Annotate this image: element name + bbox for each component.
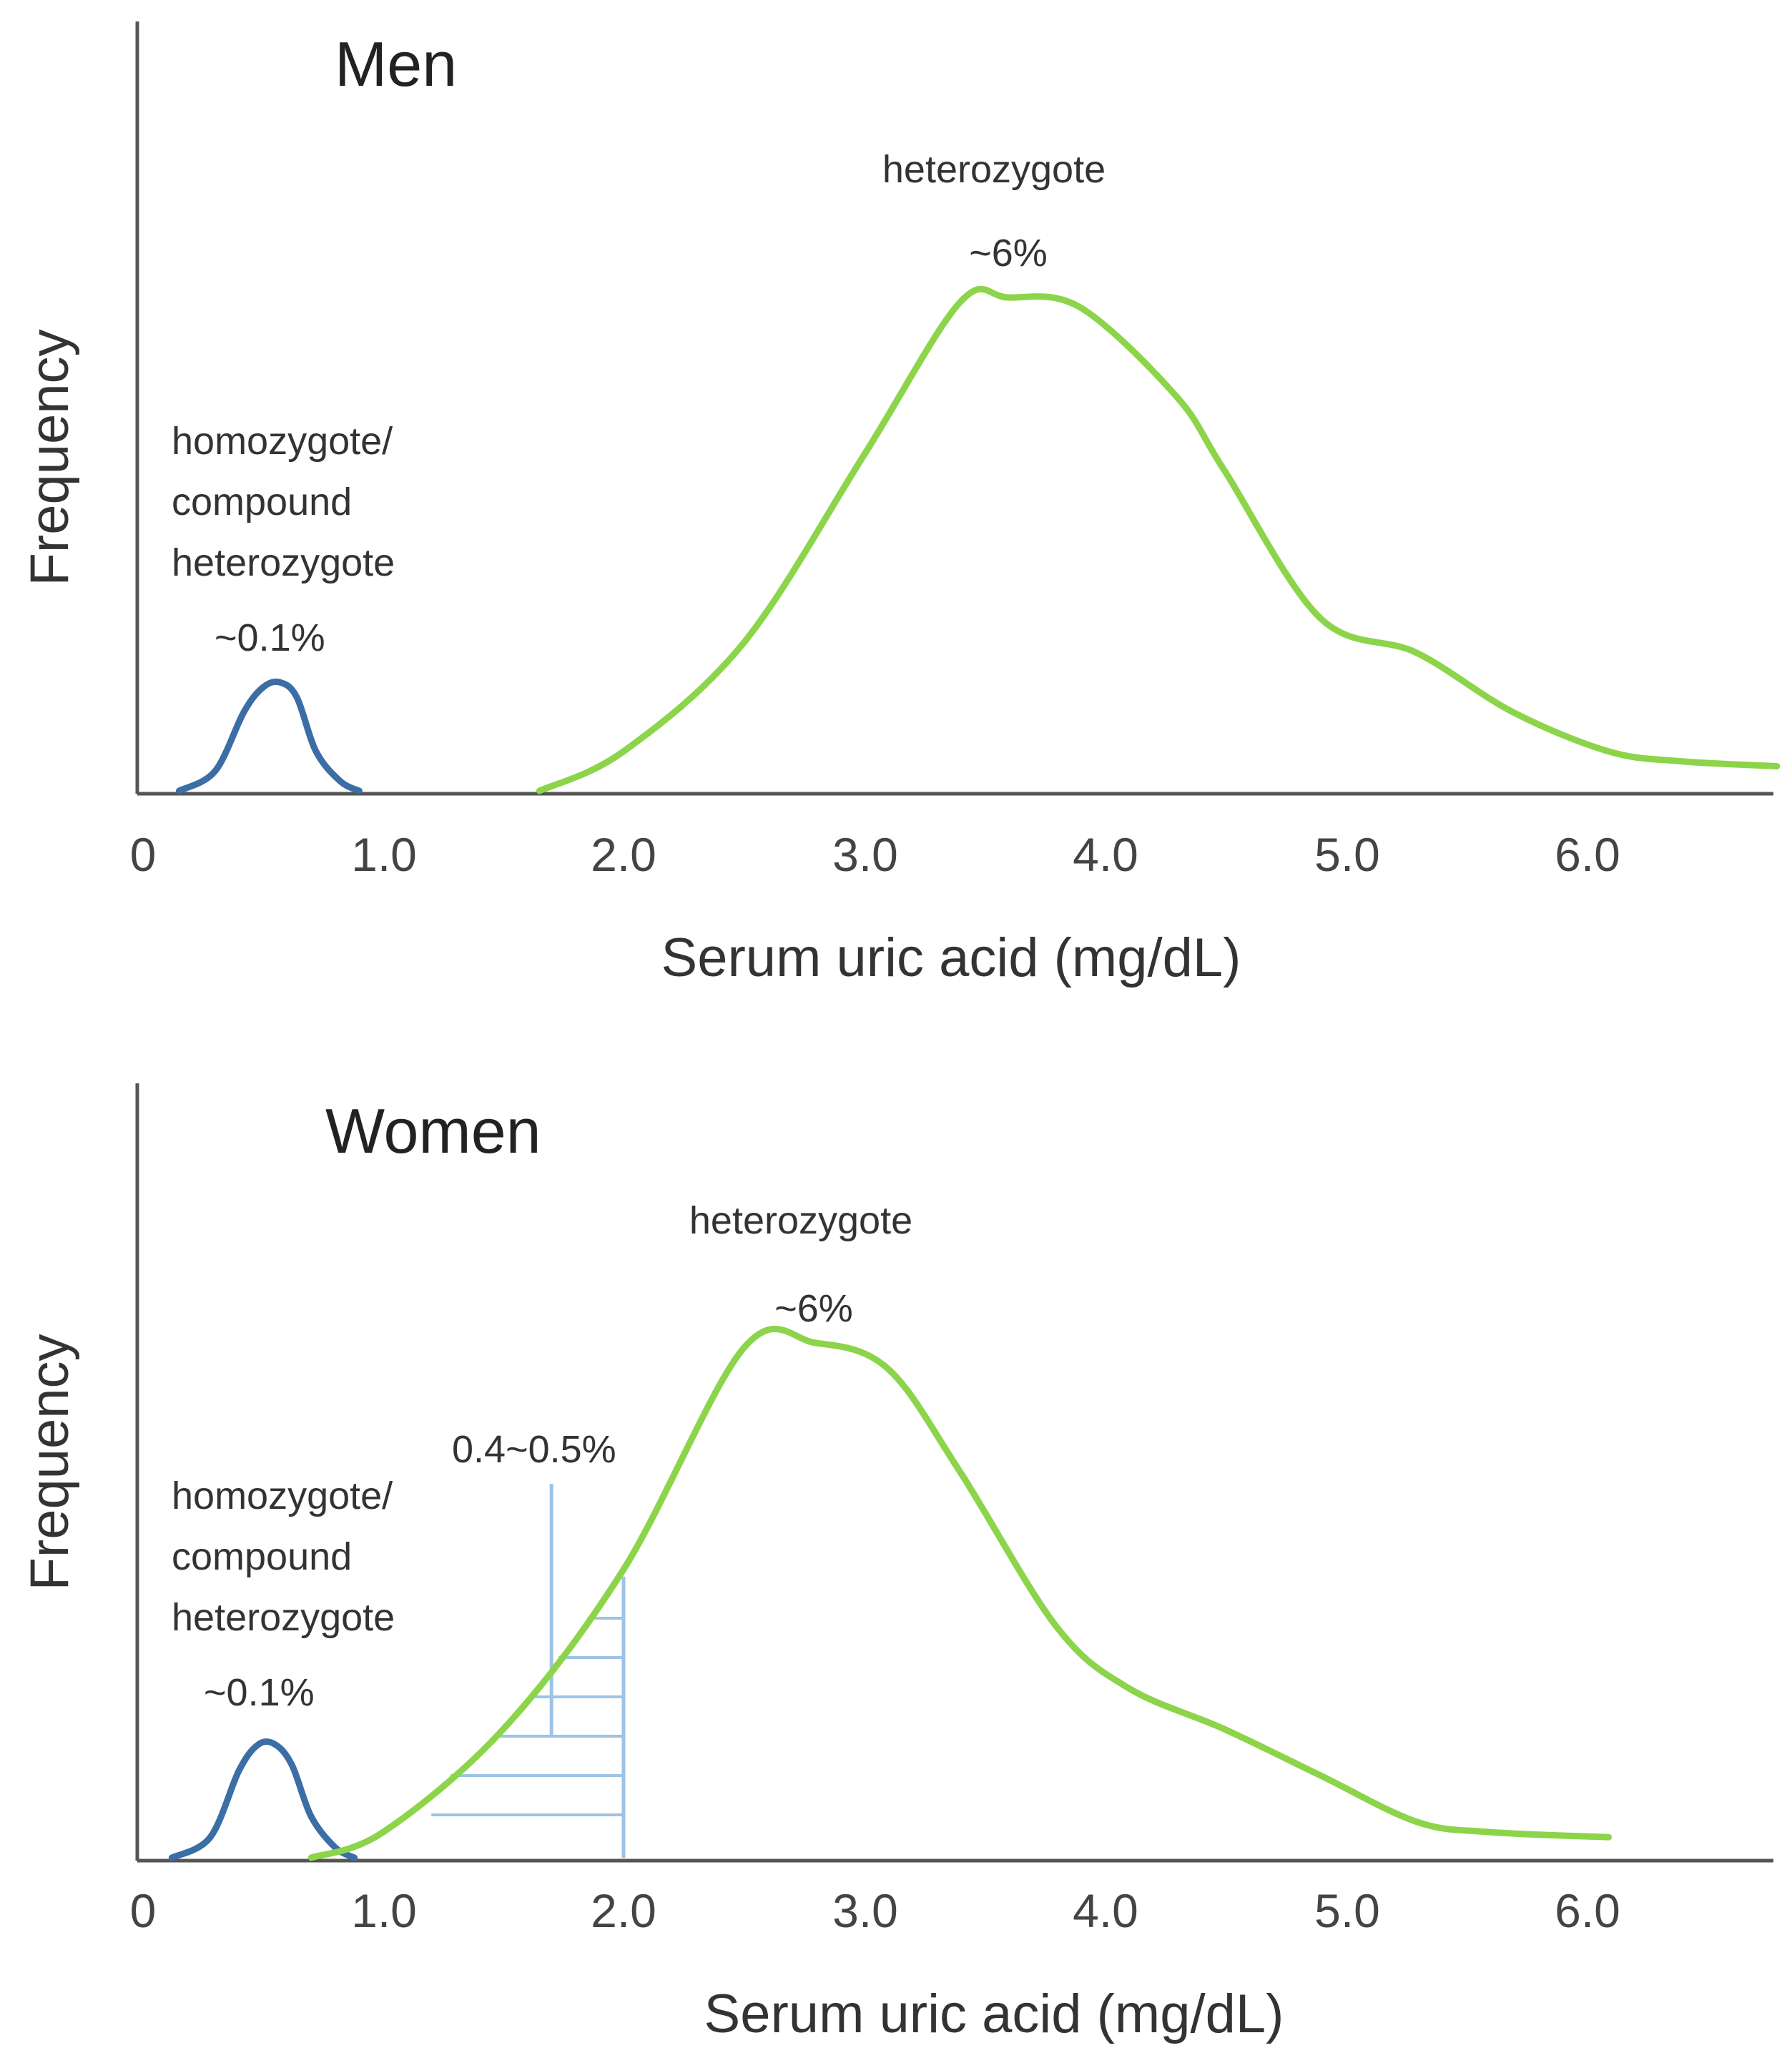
women-tick-4: 4.0 <box>1073 1884 1138 1937</box>
women-homozygote-label-line3: heterozygote <box>172 1596 395 1639</box>
panel-women: Women Frequency Serum uric acid (mg/dL) … <box>19 1083 1773 2044</box>
women-tick-1: 1.0 <box>351 1884 417 1937</box>
men-homozygote-curve <box>175 678 363 794</box>
men-homozygote-label-line3: heterozygote <box>172 541 395 584</box>
women-tick-3: 3.0 <box>832 1884 898 1937</box>
women-homozygote-label-line1: homozygote/ <box>172 1474 393 1517</box>
women-heterozygote-label: heterozygote <box>689 1199 912 1242</box>
men-tick-4: 4.0 <box>1073 828 1138 881</box>
women-title: Women <box>325 1095 541 1166</box>
men-tick-6: 6.0 <box>1555 828 1620 881</box>
men-homozygote-label-line1: homozygote/ <box>172 420 393 463</box>
women-tick-5: 5.0 <box>1314 1884 1380 1937</box>
men-tick-2: 2.0 <box>591 828 656 881</box>
women-tick-2: 2.0 <box>591 1884 656 1937</box>
women-heterozygote-curve <box>307 1325 1613 1861</box>
men-y-label: Frequency <box>19 329 80 586</box>
women-heterozygote-pct: ~6% <box>774 1287 853 1330</box>
women-shaded-label: 0.4~0.5% <box>452 1428 616 1471</box>
women-homozygote-pct: ~0.1% <box>204 1671 315 1714</box>
men-tick-3: 3.0 <box>832 828 898 881</box>
men-x-label: Serum uric acid (mg/dL) <box>661 927 1241 988</box>
men-homozygote-pct: ~0.1% <box>215 616 325 659</box>
men-tick-1: 1.0 <box>351 828 417 881</box>
women-tick-0: 0 <box>130 1884 157 1937</box>
men-tick-0: 0 <box>130 828 157 881</box>
women-homozygote-label-line2: compound <box>172 1535 352 1578</box>
women-y-label: Frequency <box>19 1334 80 1590</box>
men-tick-labels: 0 1.0 2.0 3.0 4.0 5.0 6.0 <box>130 828 1620 881</box>
panel-men: Men Frequency Serum uric acid (mg/dL) 0 … <box>19 21 1781 988</box>
men-heterozygote-curve <box>536 285 1781 794</box>
men-tick-5: 5.0 <box>1314 828 1380 881</box>
men-heterozygote-pct: ~6% <box>969 232 1048 275</box>
women-tick-6: 6.0 <box>1555 1884 1620 1937</box>
men-title: Men <box>335 29 457 99</box>
men-homozygote-label-line2: compound <box>172 481 352 523</box>
women-tick-labels: 0 1.0 2.0 3.0 4.0 5.0 6.0 <box>130 1884 1620 1937</box>
women-x-label: Serum uric acid (mg/dL) <box>704 1984 1284 2044</box>
women-homozygote-curve <box>168 1738 358 1861</box>
men-heterozygote-label: heterozygote <box>882 148 1106 191</box>
